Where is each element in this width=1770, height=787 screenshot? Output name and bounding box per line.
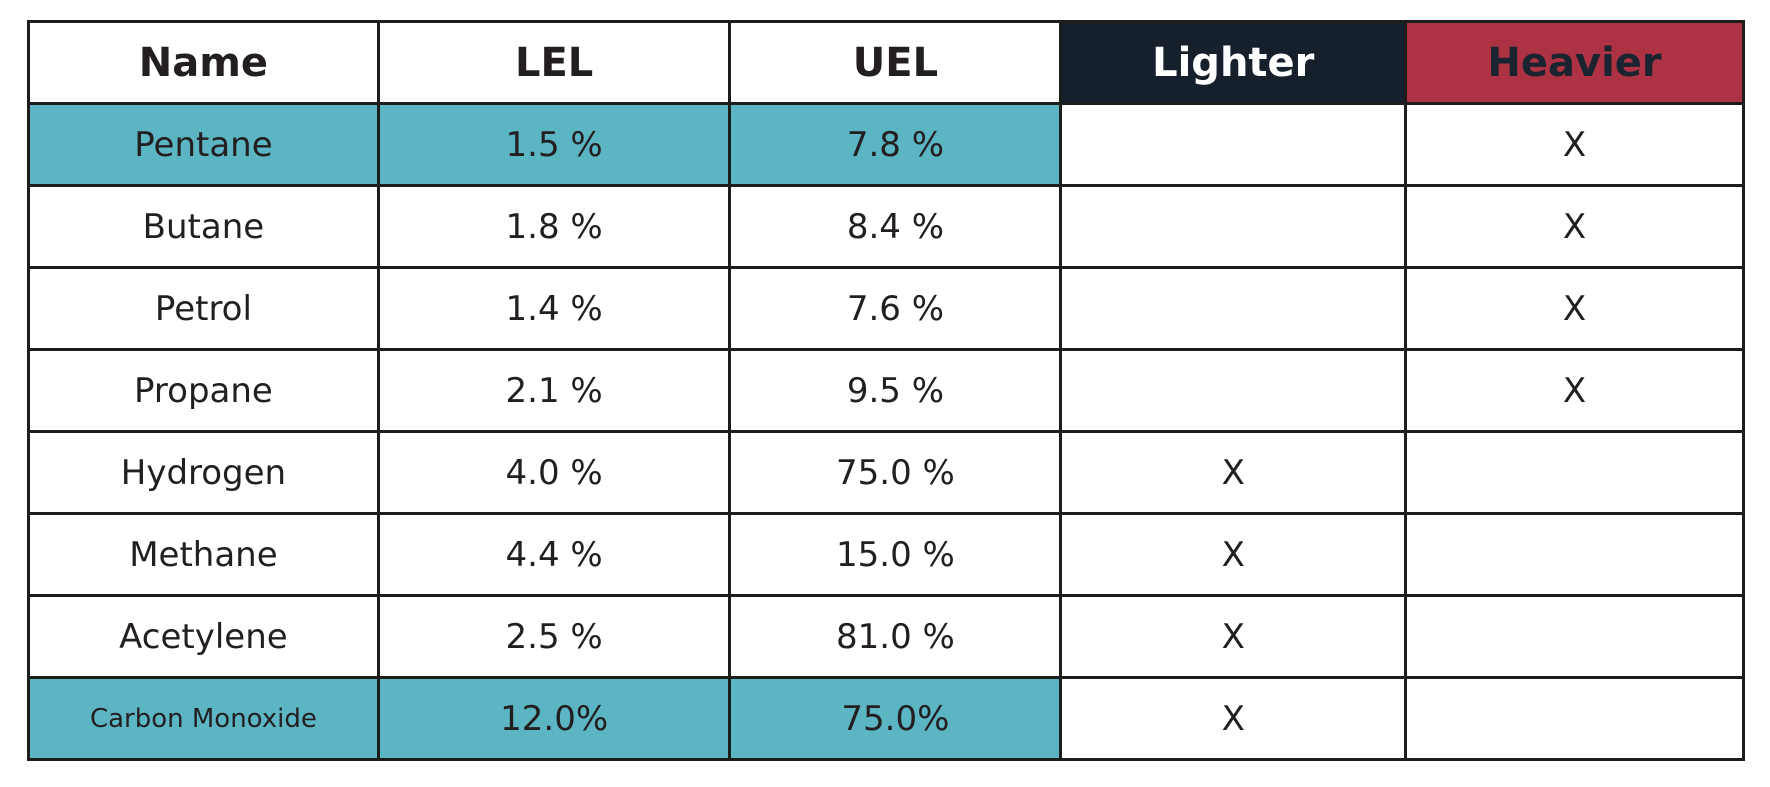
cell-uel: 75.0 % xyxy=(728,430,1063,515)
cell-uel: 81.0 % xyxy=(728,594,1063,679)
cell-uel: 7.6 % xyxy=(728,266,1063,351)
cell-lighter: X xyxy=(1059,430,1408,515)
cell-lighter: X xyxy=(1059,512,1408,597)
cell-lel: 1.8 % xyxy=(376,184,732,269)
header-uel: UEL xyxy=(728,20,1063,105)
cell-lighter xyxy=(1059,184,1408,269)
cell-heavier: X xyxy=(1404,102,1745,187)
table-row: Hydrogen 4.0 % 75.0 % X xyxy=(27,430,1745,515)
cell-heavier xyxy=(1404,594,1745,679)
header-name: Name xyxy=(27,20,380,105)
cell-name: Hydrogen xyxy=(27,430,380,515)
cell-lighter xyxy=(1059,348,1408,433)
cell-heavier xyxy=(1404,512,1745,597)
cell-heavier xyxy=(1404,430,1745,515)
cell-name: Carbon Monoxide xyxy=(27,676,380,761)
cell-uel: 8.4 % xyxy=(728,184,1063,269)
cell-heavier: X xyxy=(1404,184,1745,269)
table-row: Butane 1.8 % 8.4 % X xyxy=(27,184,1745,269)
cell-name: Propane xyxy=(27,348,380,433)
table-row: Propane 2.1 % 9.5 % X xyxy=(27,348,1745,433)
cell-heavier: X xyxy=(1404,266,1745,351)
cell-lel: 2.5 % xyxy=(376,594,732,679)
header-row: Name LEL UEL Lighter Heavier xyxy=(27,20,1745,105)
cell-lighter: X xyxy=(1059,594,1408,679)
cell-name: Acetylene xyxy=(27,594,380,679)
cell-lighter: X xyxy=(1059,676,1408,761)
table-row: Acetylene 2.5 % 81.0 % X xyxy=(27,594,1745,679)
cell-uel: 7.8 % xyxy=(728,102,1063,187)
table-row: Pentane 1.5 % 7.8 % X xyxy=(27,102,1745,187)
cell-name: Methane xyxy=(27,512,380,597)
cell-uel: 15.0 % xyxy=(728,512,1063,597)
cell-name: Pentane xyxy=(27,102,380,187)
cell-heavier xyxy=(1404,676,1745,761)
table-header: Name LEL UEL Lighter Heavier xyxy=(27,20,1745,105)
cell-lel: 4.4 % xyxy=(376,512,732,597)
cell-uel: 9.5 % xyxy=(728,348,1063,433)
table-row: Carbon Monoxide 12.0% 75.0% X xyxy=(27,676,1745,761)
cell-lel: 12.0% xyxy=(376,676,732,761)
cell-lel: 1.4 % xyxy=(376,266,732,351)
cell-lighter xyxy=(1059,102,1408,187)
cell-uel: 75.0% xyxy=(728,676,1063,761)
cell-lel: 4.0 % xyxy=(376,430,732,515)
cell-heavier: X xyxy=(1404,348,1745,433)
cell-lighter xyxy=(1059,266,1408,351)
cell-lel: 2.1 % xyxy=(376,348,732,433)
table-body: Pentane 1.5 % 7.8 % X Butane 1.8 % 8.4 % X Petro… xyxy=(27,102,1745,761)
cell-name: Petrol xyxy=(27,266,380,351)
cell-name: Butane xyxy=(27,184,380,269)
header-heavier: Heavier xyxy=(1404,20,1745,105)
header-lel: LEL xyxy=(376,20,732,105)
cell-lel: 1.5 % xyxy=(376,102,732,187)
header-lighter: Lighter xyxy=(1059,20,1408,105)
flammability-limits-table: Name LEL UEL Lighter Heavier Pentane 1.5 … xyxy=(27,20,1745,761)
table-row: Methane 4.4 % 15.0 % X xyxy=(27,512,1745,597)
table-row: Petrol 1.4 % 7.6 % X xyxy=(27,266,1745,351)
